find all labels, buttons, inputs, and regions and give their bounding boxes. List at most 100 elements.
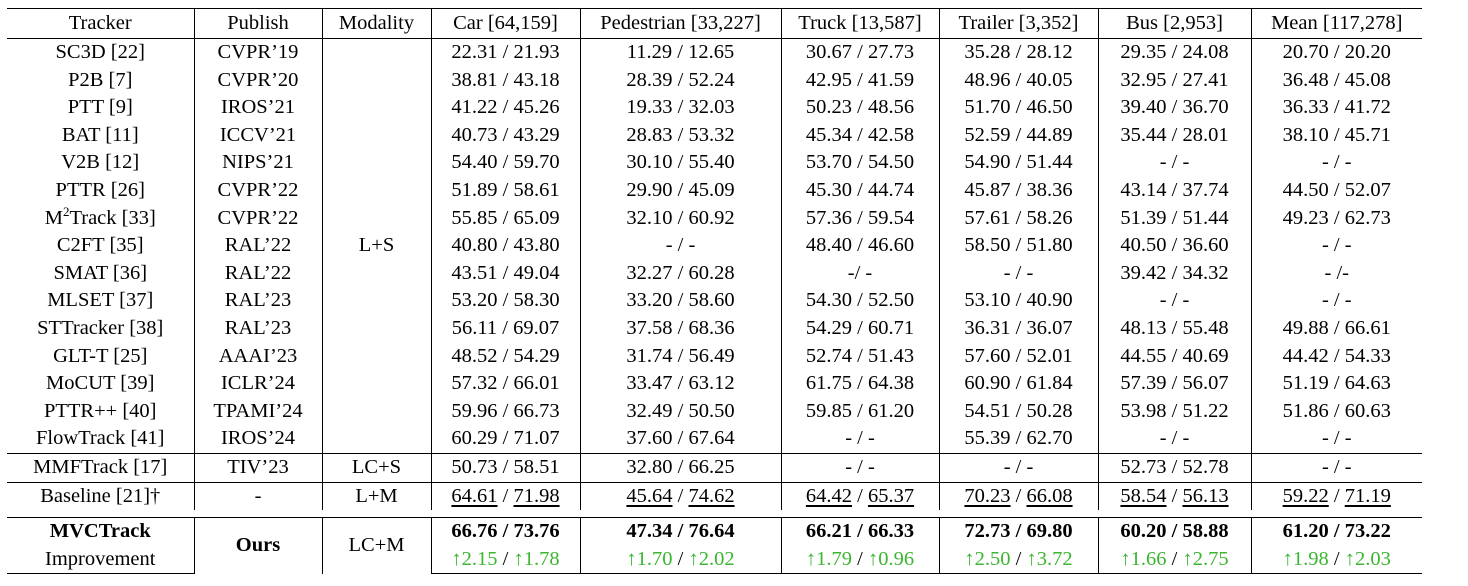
metric-value: 20.70 / 20.20 [1250, 38, 1422, 67]
modality-cell: LC+S [321, 452, 431, 482]
metric-value: 22.31 / 21.93 [430, 38, 580, 67]
metric-value: 49.23 / 62.73 [1250, 204, 1422, 233]
metric-value: - / - [1250, 149, 1422, 177]
table-row: V2B [12] NIPS’21 54.40 / 59.70 30.10 / 55.4… [7, 149, 1422, 177]
metric-value: 57.39 / 56.07 [1097, 370, 1251, 398]
metric-value: 31.74 / 56.49 [579, 342, 781, 371]
metric-value: 61.75 / 64.38 [780, 370, 939, 398]
metric-value: 47.34 / 76.64 [579, 517, 781, 546]
tracker-name: GLT-T [25] [53, 344, 148, 367]
metric-value: 32.80 / 66.25 [579, 452, 781, 482]
metric-value: 59.22 / 71.19 [1250, 481, 1422, 511]
metric-value: 59.85 / 61.20 [780, 397, 939, 426]
metric-value: 48.96 / 40.05 [938, 66, 1098, 95]
table-row: C2FT [35] RAL’22 40.80 / 43.80- / -48.40 /… [7, 232, 1422, 260]
metric-value: 57.32 / 66.01 [430, 370, 580, 398]
success-gain: ↑1.66 [1120, 547, 1167, 570]
table-row: GLT-T [25] AAAI’23 48.52 / 54.29 31.74 / 56… [7, 342, 1422, 371]
tracker-name: PTTR++ [40] [43, 399, 157, 422]
metric-value: 54.51 / 50.28 [938, 397, 1098, 426]
metric-value: 43.51 / 49.04 [430, 259, 580, 288]
improvement-value: ↑1.70 / ↑2.02 [579, 545, 781, 575]
publish-venue: ICLR’24 [193, 370, 322, 398]
metric-value: 35.44 / 28.01 [1097, 121, 1251, 150]
tracker-name: PTTR [26] [55, 178, 145, 201]
metric-value: 48.52 / 54.29 [430, 342, 580, 371]
separator-cell [194, 510, 322, 519]
baseline-row: Baseline [21]† - L+M 64.61 / 71.98 45.64 / 7… [7, 481, 1422, 511]
table-row: SC3D [22] CVPR’19 L+S 22.31 / 21.93 11.29 / … [7, 38, 1422, 454]
metric-value: 33.47 / 63.12 [579, 370, 781, 398]
metric-value: 36.33 / 41.72 [1250, 94, 1422, 122]
table-row: MMFTrack [17] TIV’23 LC+S 50.73 / 58.51 32.8… [7, 452, 1422, 482]
precision-value: 56.13 [1182, 484, 1229, 507]
column-header: Car [64,159] [430, 8, 580, 39]
separator-cell [580, 510, 781, 519]
separator-cell [1251, 510, 1422, 519]
metric-value: 45.34 / 42.58 [780, 121, 939, 150]
precision-gain: ↑1.78 [513, 547, 560, 570]
publish-venue: CVPR’22 [193, 176, 322, 205]
ours-row: MVCTrack Ours LC+M 66.76 / 73.76 47.34 / 76.… [7, 517, 1422, 574]
metric-value: 59.96 / 66.73 [430, 397, 580, 426]
column-header: Publish [193, 8, 322, 39]
success-gain: ↑2.50 [964, 547, 1011, 570]
precision-gain: ↑2.75 [1182, 547, 1229, 570]
tracker-name: C2FT [35] [56, 234, 144, 257]
metric-value: 55.39 / 62.70 [938, 425, 1098, 454]
metric-value: - / - [1250, 452, 1422, 482]
metric-value: 53.98 / 51.22 [1097, 397, 1251, 426]
header-row: Tracker Publish Modality Car [64,159] Pedest… [7, 8, 1422, 39]
table-row: P2B [7] CVPR’20 38.81 / 43.18 28.39 / 52.24… [7, 66, 1422, 95]
tracker-name: Baseline [21]† [7, 481, 194, 511]
tracker-name: MoCUT [39] [46, 372, 155, 395]
precision-value: 66.08 [1026, 484, 1073, 507]
metric-value: 58.50 / 51.80 [938, 232, 1098, 260]
publish-venue: Ours [193, 517, 322, 574]
metric-value: 50.23 / 48.56 [780, 94, 939, 122]
tracker-name: STTracker [38] [37, 316, 164, 339]
improvement-label: Improvement [7, 545, 194, 575]
success-gain: ↑1.70 [626, 547, 673, 570]
metric-value: 29.90 / 45.09 [579, 176, 781, 205]
metric-value: 30.10 / 55.40 [579, 149, 781, 177]
metric-value: 72.73 / 69.80 [938, 517, 1098, 546]
improvement-value: ↑1.98 / ↑2.03 [1250, 545, 1422, 575]
column-header: Pedestrian [33,227] [579, 8, 781, 39]
metric-value: 29.35 / 24.08 [1097, 38, 1251, 67]
metric-value: 45.64 / 74.62 [579, 481, 781, 511]
metric-value: 55.85 / 65.09 [430, 204, 580, 233]
metric-value: 44.55 / 40.69 [1097, 342, 1251, 371]
table-row: PTTR++ [40] TPAMI’24 59.96 / 66.73 32.49 / … [7, 397, 1422, 426]
metric-value: 28.83 / 53.32 [579, 121, 781, 150]
metric-value: 30.67 / 27.73 [780, 38, 939, 67]
success-gain: ↑1.79 [805, 547, 853, 570]
tracker-name: M2Track [33] [7, 205, 194, 233]
tracker-name: SMAT [36] [53, 261, 148, 284]
metric-value: - / - [780, 425, 939, 454]
metric-value: 53.70 / 54.50 [780, 149, 939, 177]
metric-value: 64.61 / 71.98 [430, 481, 580, 511]
column-header: Mean [117,278] [1250, 8, 1422, 39]
metric-value: 36.48 / 45.08 [1250, 66, 1422, 95]
metric-value: - / - [1097, 149, 1251, 177]
table-row: PTT [9] IROS’21 41.22 / 45.26 19.33 / 32.03… [7, 94, 1422, 122]
publish-venue: RAL’22 [193, 232, 322, 260]
precision-value: 65.37 [867, 484, 915, 507]
success-value: 70.23 [964, 484, 1011, 507]
separator-cell [7, 510, 194, 519]
separator-cell [939, 510, 1098, 519]
separator-row [7, 510, 1422, 519]
table-row: BAT [11] ICCV’21 40.73 / 43.29 28.83 / 53.3… [7, 121, 1422, 150]
success-value: 58.54 [1120, 484, 1167, 507]
precision-value: 74.62 [688, 484, 735, 507]
metric-value: 37.58 / 68.36 [579, 314, 781, 343]
tracker-name: BAT [11] [61, 123, 139, 146]
publish-venue: CVPR’19 [193, 38, 322, 67]
metric-value: 61.20 / 73.22 [1250, 517, 1422, 546]
success-value: 59.22 [1282, 484, 1329, 507]
metric-value: - /- [1250, 259, 1422, 288]
metric-value: 19.33 / 32.03 [579, 94, 781, 122]
metric-value: 48.40 / 46.60 [780, 232, 939, 260]
column-header: Modality [321, 8, 431, 39]
